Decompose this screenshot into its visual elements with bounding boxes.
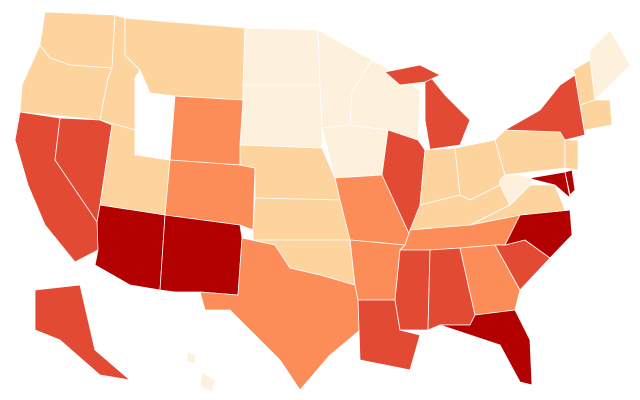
state-region: [564, 169, 576, 196]
state-region: [242, 27, 321, 86]
state-region: [34, 284, 131, 381]
state-region: [185, 351, 197, 365]
state-region: [394, 249, 431, 331]
state-region: [424, 69, 471, 151]
state-region: [94, 204, 166, 291]
state-region: [589, 29, 631, 101]
state-region: [159, 214, 243, 296]
state-region: [494, 129, 566, 176]
state-region: [99, 119, 171, 216]
state-region: [564, 139, 579, 171]
state-region: [579, 99, 613, 136]
state-region: [124, 17, 246, 101]
state-region: [199, 237, 361, 391]
state-region: [169, 95, 244, 166]
state-region: [504, 74, 586, 141]
state-region: [252, 197, 351, 241]
state-region: [519, 171, 571, 199]
state-region: [384, 64, 441, 86]
state-region: [199, 371, 216, 393]
state-region: [459, 244, 521, 316]
state-region: [439, 309, 533, 386]
state-region: [239, 84, 323, 149]
state-region: [239, 144, 341, 201]
